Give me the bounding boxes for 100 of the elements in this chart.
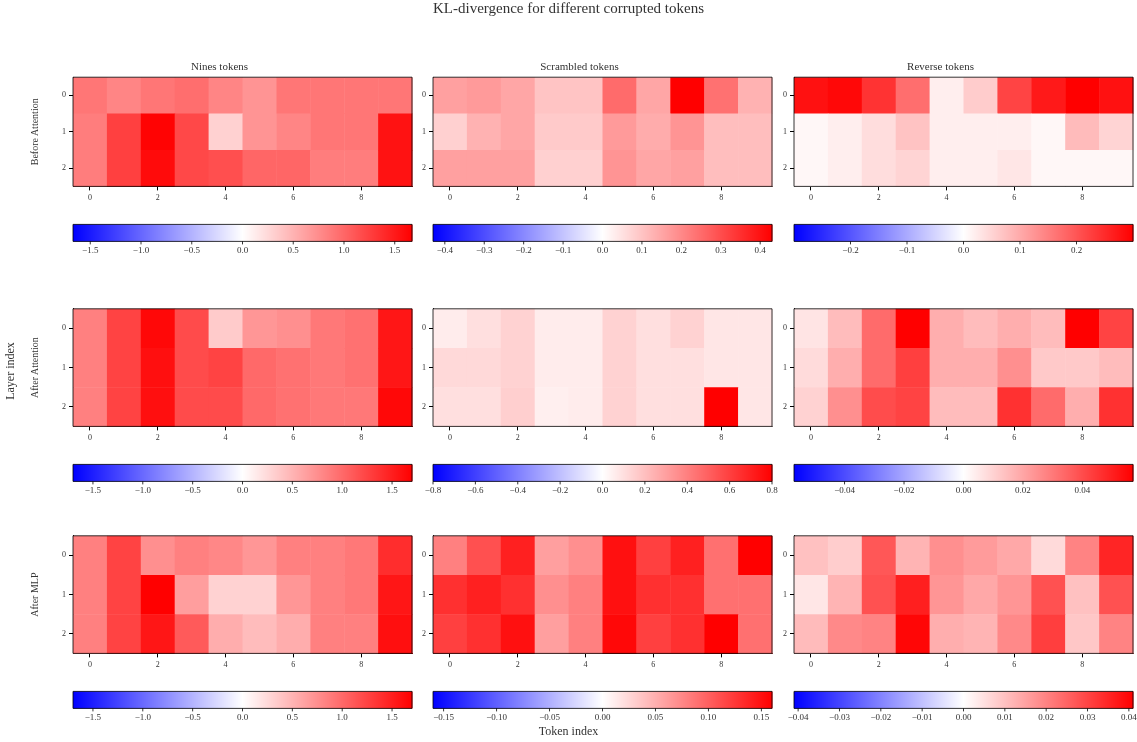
color-bar-label: −0.02	[870, 712, 892, 723]
color-bar-label: 0.5	[287, 245, 300, 256]
x-tick-label: 0	[447, 660, 452, 670]
color-bar-label: 0.04	[1120, 712, 1137, 723]
y-tick-label: 0	[62, 323, 66, 333]
color-bar-label: 0.2	[675, 245, 687, 256]
x-tick-label: 6	[291, 660, 296, 670]
x-tick-label: 2	[876, 660, 881, 670]
color-bar-label: −1.5	[82, 245, 99, 256]
x-tick-label: 6	[291, 433, 296, 443]
x-tick-label: 0	[447, 193, 452, 203]
x-tick-label: 0	[447, 433, 452, 443]
y-tick-label: 2	[62, 401, 66, 411]
y-tick-label: 0	[422, 550, 426, 560]
x-tick-label: 6	[651, 193, 656, 203]
color-bar-label: 0.05	[647, 712, 664, 723]
color-bar-label: 0.2	[639, 485, 651, 496]
x-tick-label: 0	[808, 660, 813, 670]
text: KL-divergence for different corrupted tokens	[432, 0, 705, 17]
x-tick-label: 4	[223, 660, 228, 670]
color-bar-label: −0.4	[509, 485, 527, 496]
color-bar-label: 0.0	[236, 485, 249, 496]
color-bar-label: −0.2	[515, 245, 532, 256]
color-bar-label: 0.6	[724, 485, 736, 496]
x-tick-label: 8	[359, 193, 364, 203]
color-bar-label: −0.4	[436, 245, 454, 256]
color-bar-label: 0.4	[754, 245, 767, 256]
y-tick-label: 2	[783, 163, 787, 173]
text: Layer index	[2, 342, 18, 400]
color-bar-label: −0.10	[486, 712, 508, 723]
y-tick-label: 2	[422, 163, 426, 173]
x-tick-label: 8	[1080, 433, 1085, 443]
x-tick-label: 8	[359, 660, 364, 670]
y-tick-label: 0	[62, 90, 66, 100]
color-bar-label: 0.0	[957, 245, 970, 256]
color-bar-label: −1.0	[132, 245, 150, 256]
color-bar-label: 0.02	[1038, 712, 1055, 723]
x-tick-label: 8	[719, 660, 724, 670]
y-tick-label: 0	[422, 323, 426, 333]
x-tick-label: 2	[515, 433, 520, 443]
y-tick-label: 2	[783, 628, 787, 638]
x-tick-label: 2	[876, 433, 881, 443]
y-tick-label: 2	[422, 628, 426, 638]
x-tick-label: 2	[876, 193, 881, 203]
color-bar-label: 0.0	[236, 712, 249, 723]
color-bar-label: 0.3	[715, 245, 727, 256]
y-tick-label: 0	[422, 90, 426, 100]
color-bar-label: 0.00	[955, 712, 972, 723]
x-tick-label: 2	[155, 433, 160, 443]
x-tick-label: 6	[1012, 193, 1017, 203]
color-bar-label: 0.2	[1070, 245, 1083, 256]
y-tick-label: 1	[783, 362, 787, 372]
x-tick-label: 6	[1012, 433, 1017, 443]
color-bar-label: −0.2	[842, 245, 859, 256]
color-bar-label: 0.03	[1079, 712, 1096, 723]
chart-title: Scrambled tokens	[540, 60, 619, 73]
color-bar-label: 0.04	[1074, 485, 1091, 496]
color-bar-label: 1.5	[389, 245, 401, 256]
y-tick-label: 1	[62, 589, 66, 599]
color-bar-label: 1.5	[386, 712, 399, 723]
y-tick-label: 0	[783, 550, 787, 560]
y-tick-label: 0	[62, 550, 66, 560]
color-bar-label: 0.8	[766, 485, 779, 496]
y-tick-label: 2	[422, 401, 426, 411]
color-bar-label: −1.5	[84, 712, 102, 723]
color-bar-label: 0.01	[996, 712, 1013, 723]
color-bar-label: −0.3	[476, 245, 493, 256]
x-tick-label: 4	[223, 433, 228, 443]
x-tick-label: 2	[155, 193, 160, 203]
color-bar-label: 0.02	[1015, 485, 1031, 496]
x-tick-label: 4	[944, 660, 949, 670]
color-bar-label: 0.00	[955, 485, 972, 496]
x-tick-label: 4	[944, 193, 949, 203]
x-tick-label: 4	[223, 193, 228, 203]
x-tick-label: 0	[808, 433, 813, 443]
color-bar-label: 1.0	[338, 245, 351, 256]
y-tick-label: 1	[783, 126, 787, 136]
color-bar-label: 1.0	[336, 485, 349, 496]
x-tick-label: 2	[515, 193, 520, 203]
color-bar-label: 0.5	[286, 485, 299, 496]
x-tick-label: 6	[1012, 660, 1017, 670]
x-tick-label: 0	[87, 193, 92, 203]
color-bar-label: −0.15	[433, 712, 455, 723]
x-tick-label: 0	[808, 193, 813, 203]
color-bar-label: −0.5	[184, 485, 202, 496]
color-bar-label: −0.2	[551, 485, 569, 496]
color-bar-label: −0.02	[893, 485, 915, 496]
x-tick-label: 8	[1080, 660, 1085, 670]
x-tick-label: 6	[651, 433, 656, 443]
y-tick-label: 2	[62, 628, 66, 638]
color-bar-label: −0.04	[834, 485, 856, 496]
text: Token index	[537, 724, 600, 739]
chart-title: Reverse tokens	[907, 60, 974, 73]
color-bar-label: 0.5	[286, 712, 299, 723]
x-tick-label: 4	[583, 433, 588, 443]
chart-title: Nines tokens	[190, 60, 249, 73]
color-bar-label: 0.1	[636, 245, 648, 256]
color-bar-label: −0.1	[554, 245, 572, 256]
x-tick-label: 4	[944, 433, 949, 443]
x-tick-label: 0	[87, 433, 92, 443]
